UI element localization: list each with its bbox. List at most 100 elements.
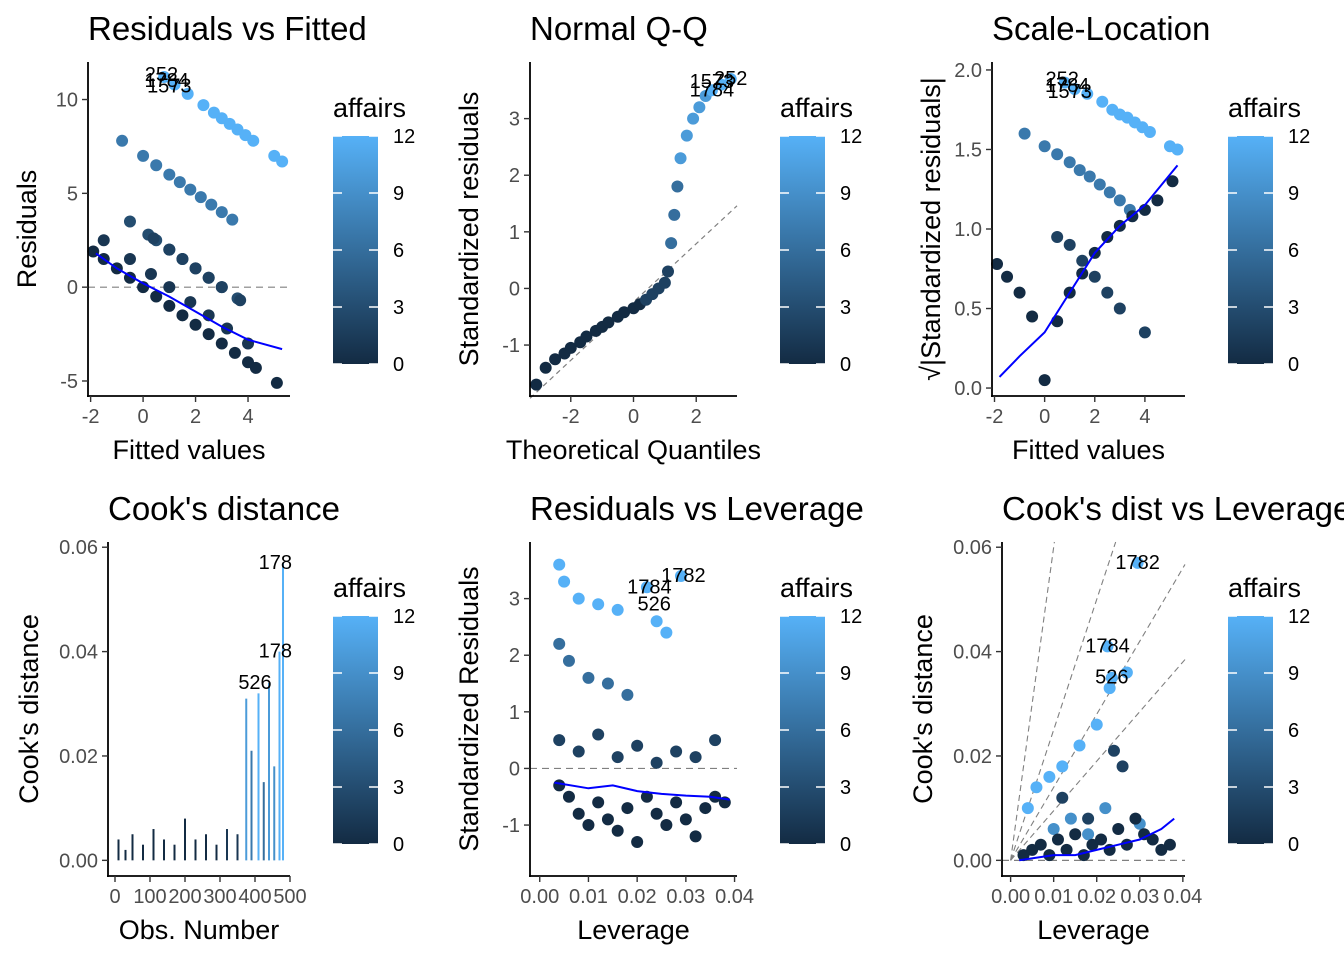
point-label: 526 — [1095, 667, 1128, 689]
y-tick-label: 2 — [509, 645, 520, 667]
data-point — [539, 361, 552, 374]
x-axis-label: Fitted values — [1012, 435, 1165, 465]
data-point — [205, 198, 218, 211]
point-label: 252 — [1045, 68, 1078, 90]
point-label: 1573 — [1047, 81, 1092, 103]
data-point — [1151, 194, 1164, 207]
legend-tick-label: 0 — [393, 834, 404, 856]
data-point — [699, 802, 712, 815]
data-point — [693, 101, 706, 114]
x-tick-label: 0.03 — [1120, 886, 1159, 908]
point-label: 1573 — [690, 71, 735, 93]
data-point — [181, 87, 194, 100]
x-tick-label: 0 — [628, 406, 639, 428]
data-point — [1056, 791, 1069, 804]
data-point — [1047, 823, 1060, 836]
data-point — [1082, 812, 1095, 825]
colorbar-legend: affairs 0 3 6 9 12 — [333, 573, 415, 856]
data-point — [150, 290, 163, 303]
smooth-line — [95, 252, 283, 351]
data-point — [530, 378, 543, 391]
data-point — [163, 299, 176, 312]
data-point — [150, 159, 163, 172]
x-tick-label: 4 — [1139, 406, 1150, 428]
legend-tick-label: 12 — [840, 606, 862, 628]
y-tick-label: 10 — [56, 90, 78, 112]
data-point — [611, 751, 624, 764]
data-point — [1051, 315, 1064, 328]
data-point — [553, 637, 566, 650]
data-point — [1088, 270, 1101, 283]
data-point — [572, 807, 585, 820]
data-point — [1093, 178, 1106, 191]
data-point — [1026, 310, 1039, 323]
data-point — [1073, 739, 1086, 752]
data-point — [1034, 838, 1047, 851]
data-point — [1058, 76, 1071, 89]
point-label: 1782 — [1115, 552, 1160, 574]
data-point — [1107, 744, 1120, 757]
data-point — [1155, 843, 1168, 856]
data-point — [1101, 640, 1114, 653]
y-tick-label: -5 — [60, 371, 78, 393]
data-point — [580, 330, 593, 343]
data-point — [1051, 833, 1064, 846]
y-tick-label: -1 — [502, 335, 520, 357]
cooks-contour-line — [1010, 659, 1186, 861]
data-point — [228, 346, 241, 359]
legend-tick-label: 12 — [1288, 126, 1310, 148]
data-point — [1083, 170, 1096, 183]
data-point — [197, 99, 210, 112]
point-label: 526 — [238, 672, 271, 694]
data-point — [1030, 781, 1043, 794]
data-point — [1056, 760, 1069, 773]
data-point — [549, 353, 562, 366]
data-point — [1063, 238, 1076, 251]
data-point — [1068, 83, 1081, 96]
data-point — [1103, 186, 1116, 199]
y-tick-label: 0.00 — [953, 850, 992, 872]
data-point — [572, 745, 585, 758]
y-tick-label: -1 — [502, 815, 520, 837]
point-label: 252 — [714, 68, 747, 90]
legend-tick-label: 12 — [393, 126, 415, 148]
x-tick-label: 0.01 — [569, 886, 608, 908]
x-tick-label: 300 — [203, 886, 236, 908]
legend-tick-label: 9 — [840, 663, 851, 685]
data-point — [1120, 838, 1133, 851]
y-tick-label: 5 — [67, 183, 78, 205]
data-point — [601, 813, 614, 826]
data-point — [1001, 270, 1014, 283]
data-point — [689, 830, 702, 843]
data-point — [572, 592, 585, 605]
panel-title: Residuals vs Leverage — [530, 490, 864, 527]
data-point — [640, 790, 653, 803]
data-point — [1143, 125, 1156, 138]
smooth-line — [554, 781, 730, 801]
data-point — [226, 213, 239, 226]
legend-tick-label: 0 — [1288, 354, 1299, 376]
y-axis-label: √|Standardized residuals| — [916, 77, 946, 381]
data-point — [1063, 156, 1076, 169]
x-tick-label: 0.01 — [1034, 886, 1073, 908]
data-point — [1105, 671, 1118, 684]
data-point — [650, 615, 663, 628]
legend-tick-label: 9 — [393, 183, 404, 205]
panel-title: Residuals vs Fitted — [88, 10, 367, 47]
legend-tick-label: 0 — [1288, 834, 1299, 856]
data-point — [1017, 849, 1030, 862]
data-point — [679, 813, 692, 826]
legend-tick-label: 0 — [393, 354, 404, 376]
legend-tick-label: 9 — [1288, 183, 1299, 205]
data-point — [184, 296, 197, 309]
data-point — [1086, 838, 1099, 851]
y-tick-label: 0 — [509, 278, 520, 300]
data-point — [1076, 254, 1089, 267]
point-label: 1784 — [627, 576, 672, 598]
legend-tick-label: 9 — [393, 663, 404, 685]
data-point — [611, 603, 624, 616]
point-label: 178 — [259, 641, 292, 663]
data-point — [1018, 127, 1031, 140]
data-point — [270, 376, 283, 389]
